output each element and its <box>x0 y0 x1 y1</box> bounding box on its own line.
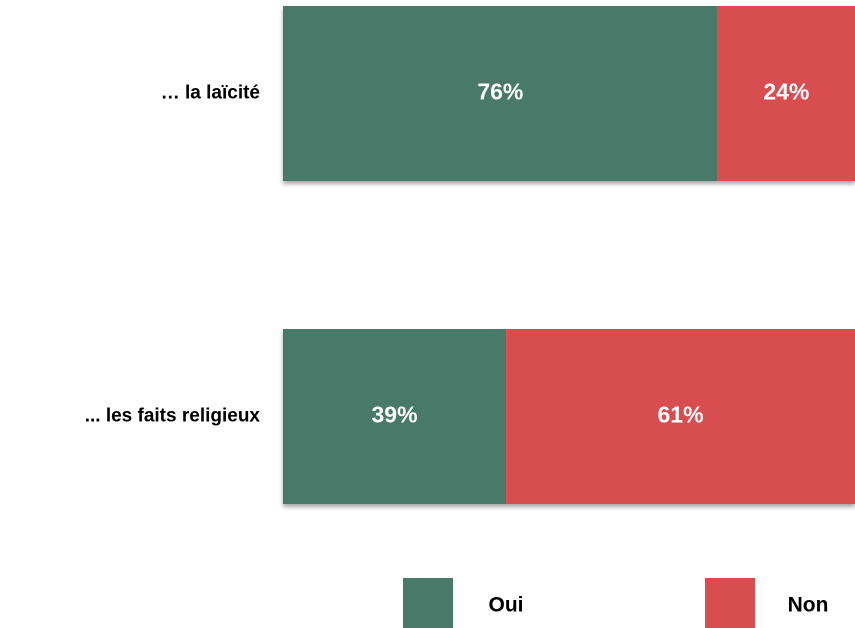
category-label: … la laïcité <box>161 83 260 104</box>
legend-label: Non <box>788 594 829 617</box>
bar-segment <box>283 6 718 181</box>
value-label: 39% <box>372 402 418 428</box>
bar-group <box>283 329 855 504</box>
category-label: ... les faits religieux <box>85 406 261 427</box>
value-label: 24% <box>763 79 809 105</box>
value-label: 61% <box>658 402 704 428</box>
legend-swatch <box>403 578 453 628</box>
bar-segment <box>283 329 507 504</box>
bar-segment <box>717 6 855 181</box>
bar-group <box>283 6 855 181</box>
legend-label: Oui <box>489 594 524 617</box>
bar-segment <box>506 329 855 504</box>
legend-swatch <box>705 578 755 628</box>
value-label: 76% <box>477 79 523 105</box>
